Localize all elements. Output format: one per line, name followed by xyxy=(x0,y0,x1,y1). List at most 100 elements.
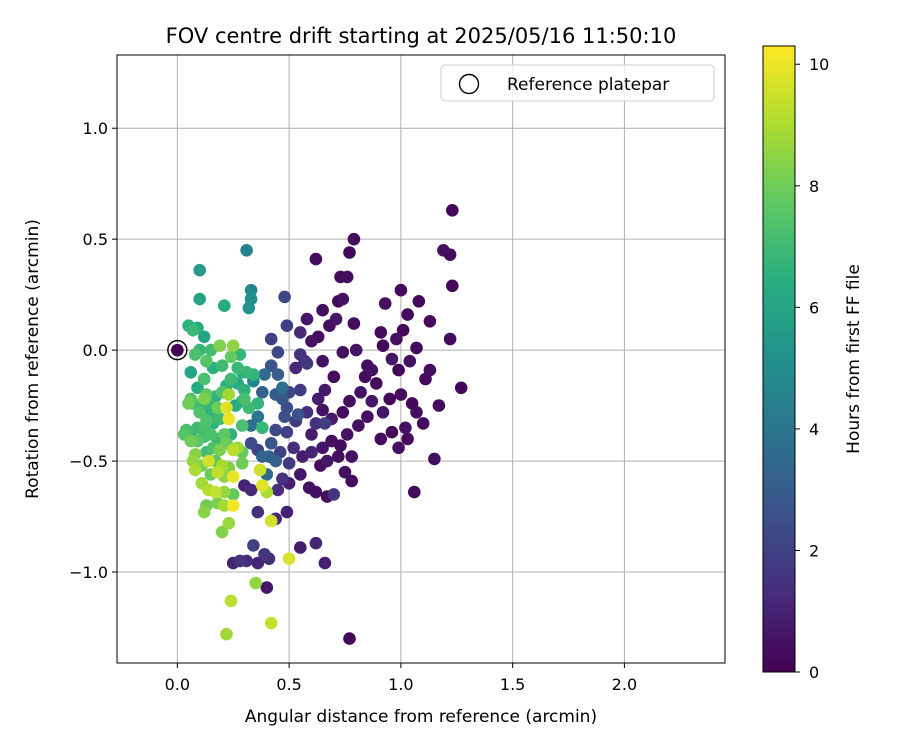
data-point xyxy=(316,303,329,317)
data-point xyxy=(294,383,307,397)
data-point xyxy=(294,541,307,554)
data-point xyxy=(412,295,426,308)
data-point xyxy=(311,392,325,406)
data-point xyxy=(251,410,265,424)
data-point xyxy=(340,428,354,441)
data-point xyxy=(343,394,356,408)
data-point xyxy=(432,399,446,412)
data-point xyxy=(226,339,240,353)
data-point xyxy=(215,525,229,539)
data-point xyxy=(454,381,468,395)
data-point xyxy=(276,472,289,486)
data-point xyxy=(264,616,278,630)
data-point xyxy=(396,323,410,337)
data-point xyxy=(338,465,352,479)
data-point xyxy=(336,346,350,359)
data-point xyxy=(209,485,222,499)
data-point xyxy=(264,359,278,373)
data-point xyxy=(408,485,421,499)
reference-ring xyxy=(167,339,188,361)
colorbar-tick-label: 4 xyxy=(809,420,819,439)
data-point xyxy=(197,372,211,386)
data-point xyxy=(202,454,215,468)
data-point xyxy=(197,330,211,344)
data-point xyxy=(401,308,414,321)
data-point xyxy=(287,441,300,455)
y-tick-label: −1.0 xyxy=(69,563,108,582)
data-point xyxy=(211,401,224,415)
data-point xyxy=(218,499,231,512)
data-point xyxy=(258,368,271,381)
data-point xyxy=(222,516,236,530)
data-point xyxy=(394,388,408,401)
data-point xyxy=(340,270,354,284)
data-point xyxy=(392,441,405,455)
data-point xyxy=(332,450,345,463)
data-point xyxy=(184,366,198,379)
data-point xyxy=(191,381,204,395)
data-point xyxy=(309,536,323,550)
data-point xyxy=(345,474,359,488)
data-point xyxy=(271,346,285,359)
data-point xyxy=(200,414,213,428)
data-point xyxy=(443,332,457,346)
data-point xyxy=(264,332,278,346)
colorbar-tick-label: 6 xyxy=(809,298,819,317)
data-point xyxy=(347,232,361,246)
data-point xyxy=(186,323,200,337)
data-point xyxy=(282,552,296,565)
data-point xyxy=(253,463,267,477)
data-point xyxy=(255,479,269,492)
chart-title: FOV centre drift starting at 2025/05/16 … xyxy=(166,24,677,48)
x-tick-label: 0.5 xyxy=(276,675,301,694)
data-point xyxy=(401,432,414,446)
data-point xyxy=(318,383,332,397)
data-point xyxy=(316,441,329,455)
data-point xyxy=(188,348,202,361)
data-point xyxy=(258,548,271,561)
data-point xyxy=(200,354,213,368)
data-point xyxy=(218,299,231,313)
colorbar-tick-label: 8 xyxy=(809,177,819,196)
data-point xyxy=(410,341,423,355)
legend: Reference platepar xyxy=(440,64,715,102)
data-point xyxy=(327,370,341,384)
data-point xyxy=(197,505,211,519)
data-points xyxy=(177,204,468,645)
plot-frame xyxy=(116,54,726,664)
colorbar-label: Hours from first FF file xyxy=(844,264,864,454)
data-point xyxy=(271,483,285,497)
data-point xyxy=(352,419,365,432)
data-point xyxy=(378,297,392,310)
data-point xyxy=(294,468,307,481)
data-point xyxy=(385,352,399,366)
reference-point xyxy=(171,343,184,357)
data-point xyxy=(403,354,417,368)
data-point xyxy=(343,246,356,259)
data-point xyxy=(269,423,283,437)
data-point xyxy=(235,419,249,432)
data-point xyxy=(305,445,318,459)
x-tick-label: 1.5 xyxy=(500,675,525,694)
data-point xyxy=(282,457,296,470)
data-point xyxy=(213,443,227,457)
y-tick-label: 0.0 xyxy=(83,341,108,360)
data-point xyxy=(220,401,233,415)
data-point xyxy=(361,410,374,424)
data-point xyxy=(300,357,314,370)
data-point xyxy=(289,361,303,375)
data-point xyxy=(329,312,343,326)
data-point xyxy=(222,388,236,401)
y-axis-label: Rotation from reference (arcmin) xyxy=(23,219,43,499)
data-point xyxy=(244,419,258,432)
data-point xyxy=(224,372,238,386)
legend-marker-icon xyxy=(458,73,480,95)
reference-marker xyxy=(167,339,188,361)
colorbar-tick-label: 10 xyxy=(809,55,829,74)
data-point xyxy=(240,244,253,257)
data-point xyxy=(437,244,450,257)
data-point xyxy=(394,283,408,297)
data-point xyxy=(193,263,206,277)
data-point xyxy=(226,443,240,457)
